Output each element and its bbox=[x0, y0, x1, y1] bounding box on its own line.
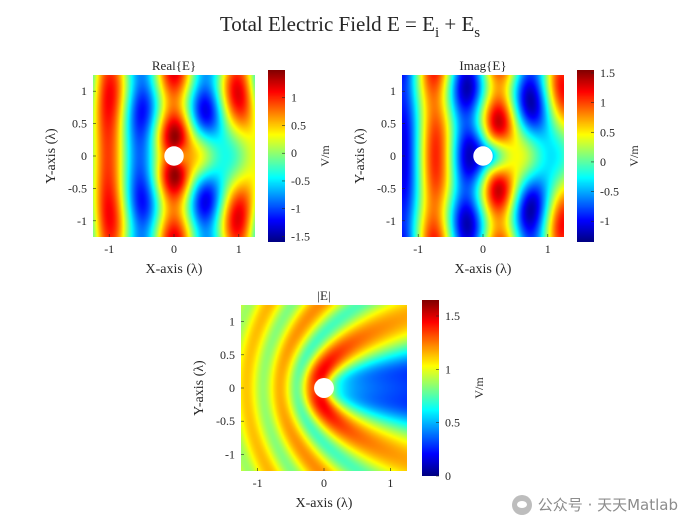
y-tick-label: -0.5 bbox=[377, 181, 396, 195]
x-axis-label: X-axis (λ) bbox=[455, 262, 512, 277]
chart-panel-imag: Imag{E} -1 0 1 1 0.5 0 -0.5 -1 X-axis (λ) Y-axis (… bbox=[353, 58, 641, 277]
x-tick-label: 1 bbox=[545, 242, 551, 256]
y-axis-label: Y-axis (λ) bbox=[44, 128, 59, 184]
x-tick-label: -1 bbox=[104, 242, 114, 256]
y-tick-label: 0 bbox=[229, 381, 235, 395]
panel-title: Real{E} bbox=[152, 58, 196, 73]
colorbar-tick-label: 1 bbox=[600, 96, 606, 110]
figure-title: Total Electric Field E = Ei + Es bbox=[220, 12, 480, 41]
scatterer-cylinder bbox=[314, 378, 334, 398]
colorbar-label: V/m bbox=[627, 145, 641, 167]
colorbar-label: V/m bbox=[472, 377, 486, 399]
scatterer-cylinder bbox=[473, 146, 493, 166]
x-axis-label: X-axis (λ) bbox=[296, 496, 353, 511]
x-tick-label: 1 bbox=[387, 476, 393, 490]
colorbar-tick-label: 0 bbox=[600, 155, 606, 169]
colorbar-tick-label: -0.5 bbox=[291, 174, 310, 188]
colorbar-tick-label: 1 bbox=[445, 362, 451, 376]
y-tick-label: -0.5 bbox=[216, 414, 235, 428]
colorbar-tick-label: -1 bbox=[291, 202, 301, 216]
watermark: 公众号 · 天天Matlab bbox=[511, 494, 678, 515]
y-tick-label: 1 bbox=[229, 315, 235, 329]
colorbar-tick-label: 1.5 bbox=[445, 309, 460, 323]
x-axis-label: X-axis (λ) bbox=[146, 262, 203, 277]
colorbar-tick-label: 1.5 bbox=[600, 66, 615, 80]
y-tick-label: 0 bbox=[390, 149, 396, 163]
y-axis-label: Y-axis (λ) bbox=[192, 360, 207, 416]
y-tick-label: 1 bbox=[81, 84, 87, 98]
colorbar-tick-label: 0.5 bbox=[291, 118, 306, 132]
y-tick-label: -1 bbox=[225, 447, 235, 461]
x-tick-label: -1 bbox=[253, 476, 263, 490]
x-tick-label: 0 bbox=[171, 242, 177, 256]
wechat-icon bbox=[511, 494, 532, 515]
y-axis-label: Y-axis (λ) bbox=[353, 128, 368, 184]
colorbar-tick-label: -0.5 bbox=[600, 185, 619, 199]
y-tick-label: 0.5 bbox=[220, 348, 235, 362]
y-tick-label: 0 bbox=[81, 149, 87, 163]
x-tick-label: 1 bbox=[236, 242, 242, 256]
colorbar-tick-label: 0.5 bbox=[600, 125, 615, 139]
colorbar-tick-label: 0 bbox=[445, 469, 451, 483]
y-tick-label: 0.5 bbox=[72, 117, 87, 131]
colorbar bbox=[422, 300, 439, 476]
colorbar bbox=[268, 70, 285, 242]
colorbar-tick-label: -1.5 bbox=[291, 229, 310, 243]
colorbar-tick-label: 0.5 bbox=[445, 416, 460, 430]
x-tick-label: -1 bbox=[413, 242, 423, 256]
y-tick-label: -0.5 bbox=[68, 181, 87, 195]
colorbar-tick-label: 1 bbox=[291, 91, 297, 105]
colorbar-tick-label: 0 bbox=[291, 146, 297, 160]
y-tick-label: 0.5 bbox=[381, 117, 396, 131]
y-tick-label: -1 bbox=[386, 214, 396, 228]
colorbar bbox=[577, 70, 594, 242]
chart-panel-real: Real{E} -1 0 1 1 0.5 0 -0.5 -1 X-axis (λ) Y-axis (… bbox=[44, 58, 332, 277]
colorbar-label: V/m bbox=[318, 145, 332, 167]
colorbar-tick-label: -1 bbox=[600, 214, 610, 228]
y-tick-label: -1 bbox=[77, 214, 87, 228]
y-tick-label: 1 bbox=[390, 84, 396, 98]
x-tick-label: 0 bbox=[480, 242, 486, 256]
chart-panel-abs: |E| -1 0 1 1 0.5 0 -0.5 -1 X-axis (λ) Y-axis (λ) 1.… bbox=[192, 288, 486, 511]
watermark-text: 公众号 · 天天Matlab bbox=[537, 496, 678, 514]
panel-title: |E| bbox=[317, 288, 330, 303]
panel-title: Imag{E} bbox=[459, 58, 506, 73]
x-tick-label: 0 bbox=[321, 476, 327, 490]
scatterer-cylinder bbox=[164, 146, 184, 166]
